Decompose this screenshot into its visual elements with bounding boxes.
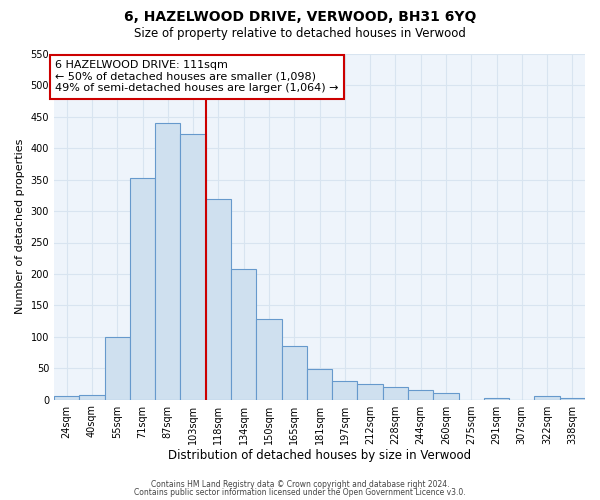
Text: 6 HAZELWOOD DRIVE: 111sqm
← 50% of detached houses are smaller (1,098)
49% of se: 6 HAZELWOOD DRIVE: 111sqm ← 50% of detac… (55, 60, 339, 94)
Bar (383, 387, 408, 400)
Bar (332, 382, 358, 400)
Bar (54, 396, 79, 400)
Bar (560, 398, 585, 400)
Bar (433, 394, 458, 400)
Text: Contains public sector information licensed under the Open Government Licence v3: Contains public sector information licen… (134, 488, 466, 497)
Y-axis label: Number of detached properties: Number of detached properties (15, 139, 25, 314)
X-axis label: Distribution of detached houses by size in Verwood: Distribution of detached houses by size … (168, 450, 471, 462)
Text: 6, HAZELWOOD DRIVE, VERWOOD, BH31 6YQ: 6, HAZELWOOD DRIVE, VERWOOD, BH31 6YQ (124, 10, 476, 24)
Bar (104, 337, 130, 400)
Bar (155, 123, 181, 400)
Bar (307, 370, 332, 400)
Bar (130, 178, 155, 400)
Bar (231, 269, 256, 400)
Bar (358, 384, 383, 400)
Bar (535, 396, 560, 400)
Text: Size of property relative to detached houses in Verwood: Size of property relative to detached ho… (134, 28, 466, 40)
Bar (206, 198, 231, 400)
Bar (484, 398, 509, 400)
Bar (181, 134, 206, 400)
Text: Contains HM Land Registry data © Crown copyright and database right 2024.: Contains HM Land Registry data © Crown c… (151, 480, 449, 489)
Bar (281, 346, 307, 400)
Bar (256, 318, 281, 400)
Bar (408, 390, 433, 400)
Bar (79, 394, 104, 400)
